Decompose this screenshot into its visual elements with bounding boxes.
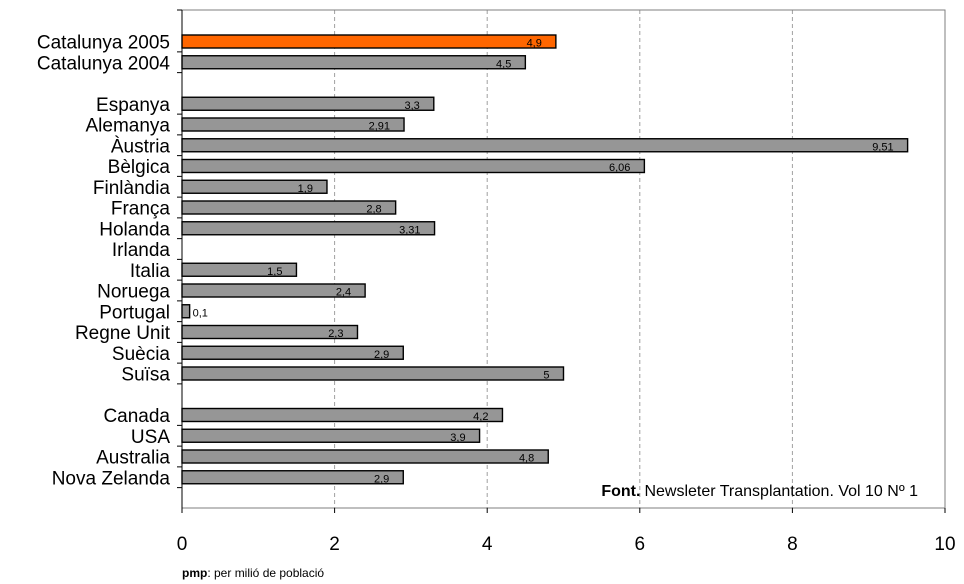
data-label: 4,9 (527, 38, 542, 50)
units-text: : per milió de població (207, 566, 324, 580)
bar (181, 407, 504, 423)
bars (181, 34, 909, 485)
data-label: 2,9 (374, 349, 389, 361)
bar (181, 55, 527, 70)
bar (181, 200, 397, 215)
x-tick-label: 10 (934, 534, 955, 555)
bar (181, 34, 557, 49)
data-label: 4,8 (519, 453, 534, 465)
category-label: Suècia (112, 344, 171, 365)
category-label: Àustria (111, 136, 171, 157)
category-label: Regne Unit (75, 323, 171, 344)
value-labels: 4,9 4,5 3,3 2,91 9,51 6,06 1,9 2,8 3,31 1,5 2,4 0,1… (193, 38, 894, 486)
bar (181, 96, 435, 111)
bar (181, 221, 436, 236)
category-label: Catalunya 2005 (37, 33, 170, 54)
units-abbr: pmp (182, 566, 207, 580)
bar (181, 470, 404, 485)
data-label: 1,9 (298, 183, 313, 195)
category-label: Finlàndia (93, 178, 171, 199)
x-tick-label: 2 (329, 534, 340, 555)
data-label: 3,3 (404, 100, 419, 112)
bar (181, 428, 481, 443)
grid-lines (334, 10, 793, 508)
data-label: 2,8 (366, 204, 381, 216)
data-label: 5 (543, 370, 549, 382)
data-label: 1,5 (267, 266, 282, 278)
category-label: Portugal (99, 302, 170, 323)
bar (181, 345, 404, 360)
bar (181, 304, 191, 319)
units-note: pmp: per milió de població (182, 566, 324, 580)
data-label: 0,1 (193, 307, 208, 319)
category-label: França (111, 199, 171, 220)
category-label: USA (131, 427, 170, 448)
source-text: Newsleter Transplantation. Vol 10 Nº 1 (644, 483, 918, 500)
x-tick-label: 4 (482, 534, 493, 555)
category-label: Alemanya (86, 116, 171, 137)
category-label: Irlanda (112, 240, 171, 261)
data-label: 4,5 (496, 58, 511, 70)
source-note: Font. Newsleter Transplantation. Vol 10 N… (601, 483, 918, 500)
bar (181, 158, 646, 174)
category-label: Holanda (99, 219, 170, 240)
data-label: 9,51 (872, 141, 893, 153)
data-label: 2,4 (336, 287, 351, 299)
category-label: Espanya (96, 95, 170, 116)
bar (181, 366, 565, 381)
category-label: Canada (103, 406, 170, 427)
bar (181, 449, 549, 464)
x-tick-label: 6 (635, 534, 646, 555)
category-label: Italia (130, 261, 171, 282)
bar (181, 138, 909, 153)
data-label: 2,91 (369, 121, 390, 133)
x-tick-label: 8 (787, 534, 798, 555)
data-label: 4,2 (473, 411, 488, 423)
x-tick-label: 0 (177, 534, 188, 555)
axis (177, 9, 946, 513)
data-label: 2,9 (374, 473, 389, 485)
category-label: Australia (96, 448, 170, 469)
data-label: 3,31 (399, 224, 420, 236)
category-label: Suïsa (121, 365, 170, 386)
source-prefix: Font. (601, 483, 640, 500)
category-label: Catalunya 2004 (37, 53, 171, 74)
category-label: Noruega (97, 282, 170, 303)
category-label: Nova Zelanda (52, 468, 171, 489)
x-tick-labels: 0 2 4 6 8 10 (177, 534, 956, 555)
data-label: 2,3 (328, 328, 343, 340)
data-label: 3,9 (450, 432, 465, 444)
data-label: 6,06 (609, 162, 630, 174)
category-label: Bèlgica (108, 157, 171, 178)
